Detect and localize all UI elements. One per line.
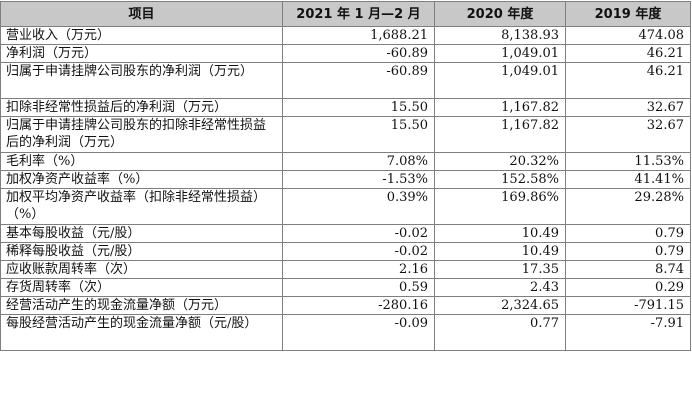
table-row: 稀释每股收益（元/股） -0.02 10.49 0.79 (0, 242, 691, 261)
cell-2021-jan-feb: -0.09 (282, 314, 435, 351)
row-label: 存货周转率（次） (0, 278, 283, 297)
cell-2021-jan-feb: 15.50 (282, 98, 435, 117)
header-2021-jan-feb: 2021 年 1 月—2 月 (282, 1, 435, 27)
cell-2019: -7.91 (565, 314, 691, 351)
row-label: 稀释每股收益（元/股） (0, 242, 283, 261)
table-row: 营业收入（万元） 1,688.21 8,138.93 474.08 (0, 26, 691, 45)
cell-2021-jan-feb: 15.50 (282, 116, 435, 153)
cell-2020: 8,138.93 (434, 26, 566, 45)
table-row: 毛利率（%） 7.08% 20.32% 11.53% (0, 152, 691, 171)
row-label: 营业收入（万元） (0, 26, 283, 45)
cell-2020: 20.32% (434, 152, 566, 171)
row-label: 归属于申请挂牌公司股东的净利润（万元） (0, 62, 283, 99)
table-row: 加权平均净资产收益率（扣除非经常性损益）（%） 0.39% 169.86% 29.28… (0, 188, 691, 225)
cell-2019: 0.79 (565, 242, 691, 261)
cell-2019: -791.15 (565, 296, 691, 315)
cell-2021-jan-feb: 1,688.21 (282, 26, 435, 45)
table-row: 应收账款周转率（次） 2.16 17.35 8.74 (0, 260, 691, 279)
cell-2020: 2.43 (434, 278, 566, 297)
cell-2019: 11.53% (565, 152, 691, 171)
cell-2021-jan-feb: -0.02 (282, 242, 435, 261)
cell-2020: 1,049.01 (434, 44, 566, 63)
row-label: 经营活动产生的现金流量净额（万元） (0, 296, 283, 315)
cell-2019: 32.67 (565, 116, 691, 153)
cell-2021-jan-feb: -0.02 (282, 224, 435, 243)
row-label: 归属于申请挂牌公司股东的扣除非经常性损益后的净利润（万元） (0, 116, 283, 153)
row-label: 加权净资产收益率（%） (0, 170, 283, 189)
table-header-row: 项目 2021 年 1 月—2 月 2020 年度 2019 年度 (0, 1, 691, 27)
cell-2020: 10.49 (434, 242, 566, 261)
cell-2021-jan-feb: -1.53% (282, 170, 435, 189)
row-label: 扣除非经常性损益后的净利润（万元） (0, 98, 283, 117)
cell-2020: 169.86% (434, 188, 566, 225)
cell-2019: 46.21 (565, 44, 691, 63)
cell-2020: 1,167.82 (434, 116, 566, 153)
table-row: 基本每股收益（元/股） -0.02 10.49 0.79 (0, 224, 691, 243)
row-label: 基本每股收益（元/股） (0, 224, 283, 243)
cell-2020: 10.49 (434, 224, 566, 243)
cell-2019: 8.74 (565, 260, 691, 279)
table-body: 营业收入（万元） 1,688.21 8,138.93 474.08 净利润（万元） -60… (0, 26, 691, 351)
row-label: 加权平均净资产收益率（扣除非经常性损益）（%） (0, 188, 283, 225)
cell-2019: 0.29 (565, 278, 691, 297)
row-label: 每股经营活动产生的现金流量净额（元/股） (0, 314, 283, 351)
cell-2019: 32.67 (565, 98, 691, 117)
table-row: 每股经营活动产生的现金流量净额（元/股） -0.09 0.77 -7.91 (0, 314, 691, 351)
cell-2021-jan-feb: 2.16 (282, 260, 435, 279)
table-row: 存货周转率（次） 0.59 2.43 0.29 (0, 278, 691, 297)
table-row: 净利润（万元） -60.89 1,049.01 46.21 (0, 44, 691, 63)
cell-2019: 46.21 (565, 62, 691, 99)
cell-2021-jan-feb: -60.89 (282, 44, 435, 63)
header-2019: 2019 年度 (565, 1, 691, 27)
cell-2019: 41.41% (565, 170, 691, 189)
cell-2020: 1,049.01 (434, 62, 566, 99)
table-row: 归属于申请挂牌公司股东的扣除非经常性损益后的净利润（万元） 15.50 1,167.… (0, 116, 691, 153)
row-label: 应收账款周转率（次） (0, 260, 283, 279)
table-row: 经营活动产生的现金流量净额（万元） -280.16 2,324.65 -791.15 (0, 296, 691, 315)
cell-2021-jan-feb: 0.39% (282, 188, 435, 225)
cell-2019: 0.79 (565, 224, 691, 243)
row-label: 毛利率（%） (0, 152, 283, 171)
financial-indicators-table: 项目 2021 年 1 月—2 月 2020 年度 2019 年度 营业收入（万… (0, 1, 691, 351)
header-item: 项目 (0, 1, 283, 27)
cell-2020: 17.35 (434, 260, 566, 279)
header-2020: 2020 年度 (434, 1, 566, 27)
table-row: 扣除非经常性损益后的净利润（万元） 15.50 1,167.82 32.67 (0, 98, 691, 117)
cell-2021-jan-feb: 7.08% (282, 152, 435, 171)
cell-2020: 2,324.65 (434, 296, 566, 315)
cell-2020: 0.77 (434, 314, 566, 351)
table-row: 加权净资产收益率（%） -1.53% 152.58% 41.41% (0, 170, 691, 189)
cell-2020: 1,167.82 (434, 98, 566, 117)
cell-2020: 152.58% (434, 170, 566, 189)
cell-2021-jan-feb: 0.59 (282, 278, 435, 297)
cell-2021-jan-feb: -60.89 (282, 62, 435, 99)
row-label: 净利润（万元） (0, 44, 283, 63)
cell-2019: 474.08 (565, 26, 691, 45)
table-row: 归属于申请挂牌公司股东的净利润（万元） -60.89 1,049.01 46.21 (0, 62, 691, 99)
cell-2019: 29.28% (565, 188, 691, 225)
cell-2021-jan-feb: -280.16 (282, 296, 435, 315)
